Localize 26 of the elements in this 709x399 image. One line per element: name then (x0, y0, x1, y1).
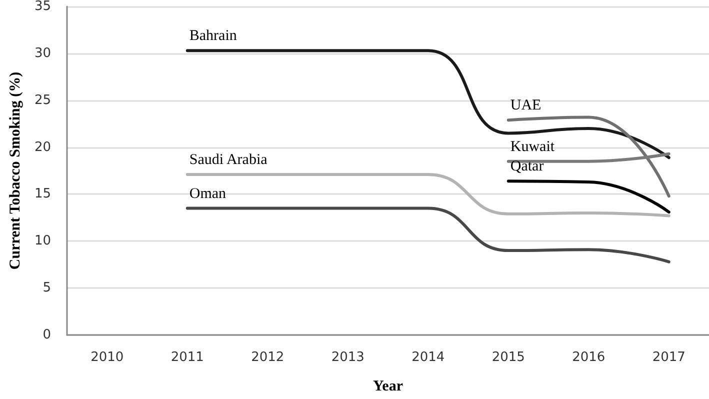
y-axis-title: Current Tobacco Smoking (%) (8, 72, 24, 270)
y-tick-label: 35 (34, 0, 51, 14)
y-tick-label: 25 (34, 92, 51, 108)
series-label: Oman (189, 186, 227, 202)
y-tick-label: 20 (34, 140, 51, 155)
series-label: UAE (510, 98, 542, 114)
y-tick-label: 5 (42, 280, 51, 296)
x-tick-label: 2015 (492, 350, 525, 365)
x-tick-label: 2013 (331, 350, 364, 365)
x-tick-label: 2012 (251, 350, 284, 365)
y-tick-label: 10 (34, 234, 51, 249)
x-tick-label: 2016 (572, 350, 606, 365)
series-label: Kuwait (510, 138, 556, 155)
series-label: Bahrain (189, 28, 238, 44)
y-tick-label: 15 (34, 186, 51, 202)
x-tick-label: 2017 (652, 350, 686, 365)
x-axis-title: Year (373, 378, 404, 394)
x-tick-label: 2014 (412, 350, 445, 365)
series-label: Qatar (510, 158, 544, 175)
line-series (186, 173, 670, 218)
y-tick-label: 30 (34, 46, 51, 61)
x-tick-label: 2011 (170, 350, 204, 365)
y-tick-label: 0 (42, 328, 51, 342)
line-series (186, 206, 670, 264)
x-tick-label: 2010 (90, 350, 124, 365)
series-label: Saudi Arabia (189, 152, 268, 168)
